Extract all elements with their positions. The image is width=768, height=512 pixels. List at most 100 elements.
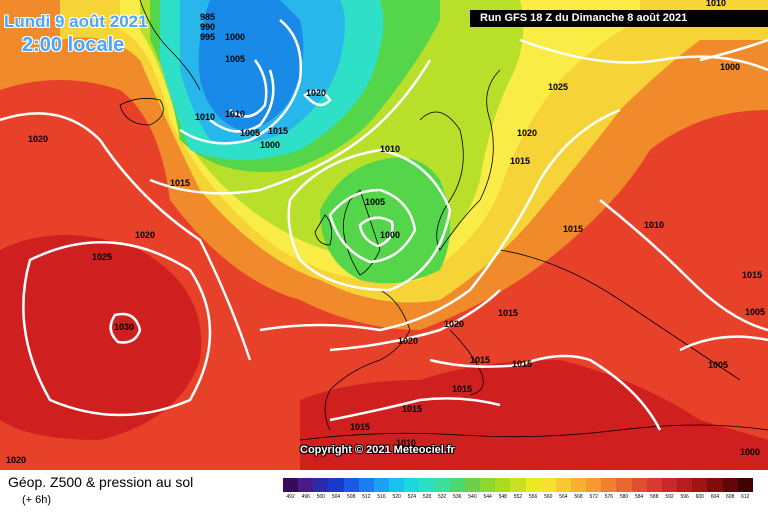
legend-swatch <box>570 478 587 492</box>
legend-value-label: 500 <box>316 494 326 500</box>
legend-value-label: 592 <box>665 494 674 500</box>
coast-greenland <box>139 0 201 91</box>
legend-swatch <box>586 478 602 492</box>
footer-title: Géop. Z500 & pression au sol <box>8 474 194 490</box>
isobar-label: 995 <box>200 32 215 42</box>
isobar-1005-low <box>209 69 275 133</box>
legend-swatch <box>737 478 753 492</box>
legend-swatch <box>298 478 314 492</box>
legend-value-label: 584 <box>635 494 644 500</box>
isobar-label: 1015 <box>742 270 762 280</box>
legend-swatch <box>389 478 405 492</box>
legend-swatch <box>525 478 541 492</box>
legend-value-label: 520 <box>392 494 401 500</box>
legend-swatch <box>692 478 708 492</box>
legend-swatch <box>313 478 329 492</box>
legend-value-label: 492 <box>286 494 295 500</box>
legend-swatch <box>677 478 693 492</box>
deep-red-zone-west <box>0 235 202 440</box>
isobar-1010-low <box>179 19 302 145</box>
isobar-label: 1010 <box>706 0 726 8</box>
isobar-label: 1005 <box>708 360 728 370</box>
blue-low-core <box>198 0 304 130</box>
legend-value-label: 532 <box>437 494 447 500</box>
legend-swatch <box>616 478 632 492</box>
isobar-label: 1015 <box>512 359 532 369</box>
legend-swatch <box>707 478 723 492</box>
run-banner: Run GFS 18 Z du Dimanche 8 août 2021 <box>470 10 768 27</box>
isobar-label: 1020 <box>28 134 48 144</box>
legend-swatch <box>373 478 390 492</box>
isobar-label: 1020 <box>135 230 155 240</box>
legend-value-label: 540 <box>468 494 477 500</box>
legend-value-label: 572 <box>589 494 598 500</box>
isobar-label: 1010 <box>195 112 215 122</box>
legend-value-label: 504 <box>331 494 341 500</box>
isobar-1005-north-sea <box>328 188 417 264</box>
isobar-label: 1005 <box>240 128 260 138</box>
legend-value-label: 576 <box>604 494 614 500</box>
legend-swatch <box>434 478 450 492</box>
legend-value-label: 600 <box>695 494 704 500</box>
isobar-1015-central <box>259 108 621 332</box>
legend-value-label: 496 <box>301 494 310 500</box>
isobar-label: 1000 <box>260 140 280 150</box>
legend-swatch <box>722 478 738 492</box>
isobar-label: 985 <box>200 12 215 22</box>
isobar-1000-northeast <box>699 38 768 62</box>
isobar-1005-east <box>679 335 768 352</box>
isobar-label: 1015 <box>402 404 422 414</box>
legend-swatch <box>404 478 420 492</box>
isobar-label: 1020 <box>306 88 326 98</box>
isobar-label: 1000 <box>225 32 245 42</box>
coast-ireland <box>314 214 333 246</box>
legend-swatch <box>449 478 465 492</box>
coast-italy <box>449 329 484 396</box>
weather-map: 985 990 995 1000 1005 1010 1010 1005 100… <box>0 0 768 470</box>
legend-swatch <box>343 478 359 492</box>
coastlines <box>119 0 768 441</box>
isobar-label: 1010 <box>644 220 664 230</box>
legend-swatch <box>646 478 662 492</box>
isobar-label: 1010 <box>380 144 400 154</box>
legend-swatch <box>480 478 496 492</box>
isobar-label: 1015 <box>268 126 288 136</box>
legend-value-label: 564 <box>559 494 568 500</box>
coast-scandinavia <box>419 69 501 251</box>
isobar-1000-low <box>229 59 268 118</box>
isobar-label: 1015 <box>350 422 370 432</box>
legend-value-label: 556 <box>528 494 538 500</box>
legend-swatch <box>661 478 678 492</box>
coast-british-isles <box>342 189 381 276</box>
isobar-1020-west <box>0 112 252 361</box>
isobar-1025-northeast <box>519 38 768 72</box>
isobar-label: 1000 <box>380 230 400 240</box>
legend-value-label: 608 <box>725 494 735 500</box>
legend-swatch <box>358 478 374 492</box>
legend-swatch <box>631 478 647 492</box>
isobar-label: 1005 <box>225 54 245 64</box>
isobar-label: 1020 <box>517 128 537 138</box>
isobar-label: 1015 <box>563 224 583 234</box>
isobar-labels: 985 990 995 1000 1005 1010 1010 1005 100… <box>6 0 765 465</box>
isobar-label: 1005 <box>745 307 765 317</box>
legend-value-label: 536 <box>453 494 462 500</box>
isobar-label: 1020 <box>398 336 418 346</box>
footer: Géop. Z500 & pression au sol (+ 6h) 492 4… <box>0 470 768 512</box>
legend-value-label: 596 <box>680 494 689 500</box>
isobar-label: 990 <box>200 22 215 32</box>
isobar-1025-ring <box>22 240 212 417</box>
isobar-label: 1010 <box>225 109 245 119</box>
legend-value-label: 588 <box>650 494 659 500</box>
legend-value-label: 512 <box>362 494 371 500</box>
legend-swatch <box>495 478 511 492</box>
isobar-label: 1025 <box>92 252 112 262</box>
legend-swatch <box>328 478 344 492</box>
isobars <box>0 19 768 431</box>
isobar-label: 1005 <box>365 197 385 207</box>
isobar-1010-north-sea <box>287 148 452 292</box>
color-legend-labels: 492 496 500 504 508 512 516 520 524 528 532 536 540 5… <box>283 494 753 504</box>
copyright-text: Copyright © 2021 Meteociel.fr <box>300 444 455 456</box>
deep-red-zone-south <box>300 360 768 470</box>
isobar-label: 1020 <box>6 455 26 465</box>
